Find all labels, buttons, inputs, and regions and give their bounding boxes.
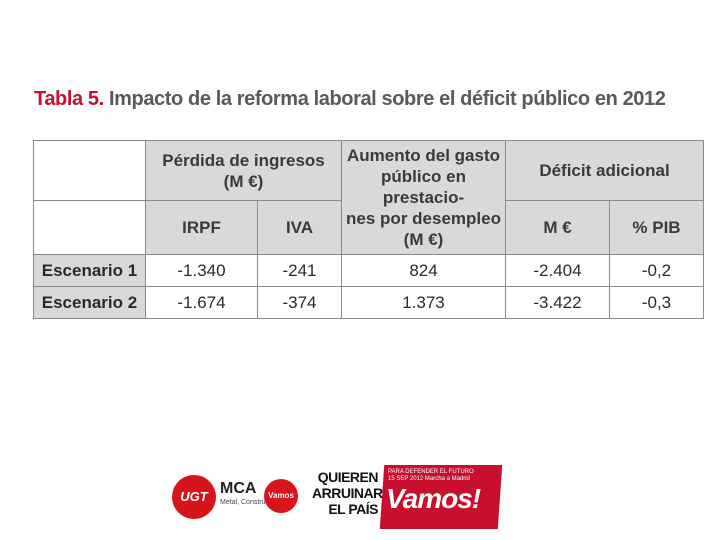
cell-iva: -241 bbox=[257, 254, 342, 287]
mca-subtitle: Metal, Construcción bbox=[220, 499, 282, 506]
cell-irpf: -1.340 bbox=[145, 254, 258, 287]
row-label: Escenario 2 bbox=[33, 286, 146, 319]
slogan: QUIEREN ARRUINAR EL PAÍS bbox=[312, 469, 383, 517]
cell-pib: -0,2 bbox=[609, 254, 704, 287]
vamos-badge: Vamos bbox=[264, 479, 298, 513]
header-iva: IVA bbox=[257, 200, 342, 255]
cell-irpf: -1.674 bbox=[145, 286, 258, 319]
corner-cell bbox=[33, 140, 146, 201]
cell-iva: -374 bbox=[257, 286, 342, 319]
mca-logo: MCA bbox=[220, 480, 257, 497]
header-pib: % PIB bbox=[609, 200, 704, 255]
cell-gasto: 1.373 bbox=[341, 286, 506, 319]
ugt-logo: UGT bbox=[172, 475, 216, 519]
header-meur: M € bbox=[505, 200, 610, 255]
header-aumento-gasto: Aumento del gasto público en prestacio- … bbox=[341, 140, 506, 255]
banner-subtitle: PARA DEFENDER EL FUTURO 15 SEP 2012 Marc… bbox=[388, 469, 474, 482]
table-row: Escenario 1 -1.340 -241 824 -2.404 -0,2 bbox=[33, 254, 704, 287]
table-number: Tabla 5. bbox=[34, 88, 104, 110]
page-title: Tabla 5. Impacto de la reforma laboral s… bbox=[34, 88, 666, 111]
cell-meur: -3.422 bbox=[505, 286, 610, 319]
header-deficit-adicional: Déficit adicional bbox=[505, 140, 704, 201]
corner-cell-2 bbox=[33, 200, 146, 255]
table-title: Impacto de la reforma laboral sobre el d… bbox=[108, 88, 666, 110]
footer-logos: UGT MCA Metal, Construcción Vamos QUIERE… bbox=[172, 465, 503, 529]
row-label: Escenario 1 bbox=[33, 254, 146, 287]
cell-gasto: 824 bbox=[341, 254, 506, 287]
table-row: Escenario 2 -1.674 -374 1.373 -3.422 -0,… bbox=[33, 286, 704, 319]
banner-title: Vamos! bbox=[386, 483, 481, 514]
cell-meur: -2.404 bbox=[505, 254, 610, 287]
header-perdida-ingresos: Pérdida de ingresos (M €) bbox=[145, 140, 342, 201]
deficit-table: Pérdida de ingresos (M €) Aumento del ga… bbox=[33, 140, 704, 319]
cell-pib: -0,3 bbox=[609, 286, 704, 319]
header-irpf: IRPF bbox=[145, 200, 258, 255]
